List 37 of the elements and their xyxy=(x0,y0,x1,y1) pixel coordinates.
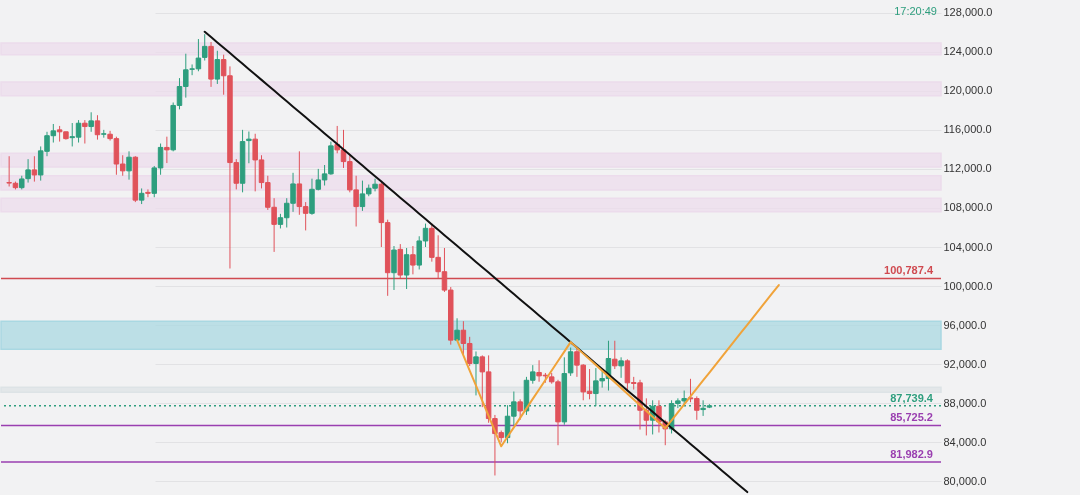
y-tick-label: 128,000.0 xyxy=(943,6,993,19)
candlestick xyxy=(31,155,38,183)
ref-line-label: 87,739.4 xyxy=(890,391,934,404)
y-tick-label: 112,000.0 xyxy=(943,162,992,175)
y-tick-label: 88,000.0 xyxy=(943,396,987,409)
candlestick xyxy=(517,398,523,421)
y-tick-label: 104,000.0 xyxy=(943,240,993,253)
candlestick xyxy=(403,247,410,290)
candlestick xyxy=(612,340,618,370)
y-tick-label: 100,000.0 xyxy=(943,279,993,292)
candlestick xyxy=(164,136,170,164)
candlestick xyxy=(694,395,700,421)
y-tick-label: 108,000.0 xyxy=(943,201,993,214)
y-tick-label: 116,000.0 xyxy=(943,123,992,136)
candlestick xyxy=(246,131,252,164)
ref-line-label: 85,725.2 xyxy=(890,411,933,424)
candlestick xyxy=(214,50,221,85)
candlestick xyxy=(391,245,397,291)
ref-line-label: 81,982.9 xyxy=(890,447,933,460)
candlestick xyxy=(88,111,94,133)
candlestick xyxy=(410,245,416,275)
y-tick-label: 96,000.0 xyxy=(943,318,987,331)
candlestick xyxy=(94,114,101,141)
candlestick xyxy=(473,350,479,396)
y-tick-label: 120,000.0 xyxy=(943,84,993,97)
y-tick-label: 124,000.0 xyxy=(943,45,993,58)
y-tick-label: 80,000.0 xyxy=(943,474,987,487)
candlestick xyxy=(126,150,132,181)
y-tick-label: 84,000.0 xyxy=(943,435,987,448)
ref-line-label: 100,787.4 xyxy=(884,264,934,277)
line-series xyxy=(456,284,780,448)
candlestick xyxy=(618,356,624,379)
text: 17:20:49 xyxy=(894,5,937,17)
candlestick xyxy=(82,119,88,145)
y-tick-label: 92,000.0 xyxy=(943,357,987,370)
candlestick xyxy=(145,188,151,198)
line-series xyxy=(203,30,749,494)
